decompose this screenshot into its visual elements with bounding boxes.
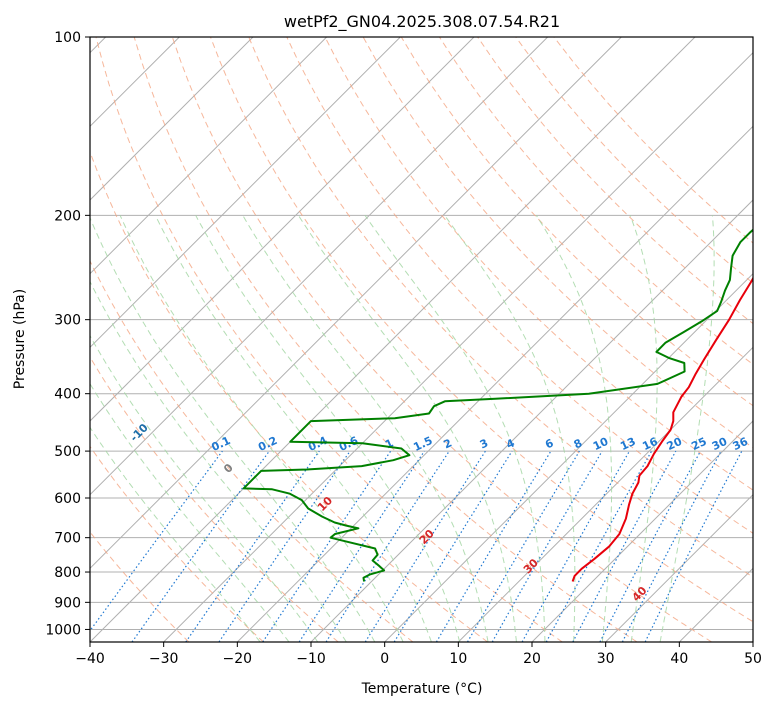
mixing-ratio-line — [218, 450, 351, 642]
x-tick-label: 40 — [670, 651, 688, 667]
y-axis-label: Pressure (hPa) — [12, 289, 28, 389]
mixing-ratio-line — [262, 450, 392, 642]
mixing-ratio-line — [90, 450, 223, 632]
moist-adiabat-line — [90, 280, 347, 642]
dry-adiabat-line — [210, 37, 753, 623]
profile-series — [242, 228, 753, 582]
mixing-ratio-line — [572, 450, 677, 642]
isotherm-line — [531, 420, 753, 642]
temperature-profile-line — [571, 276, 753, 582]
dry-adiabat-line — [248, 37, 753, 578]
mixing-ratio-label: 13 — [618, 435, 637, 453]
isotherm-line — [457, 346, 753, 642]
x-tick-label: 10 — [449, 651, 467, 667]
moist-adiabat-line — [119, 215, 404, 642]
mixing-ratio-line — [393, 450, 513, 642]
mixing-ratio-line — [644, 450, 743, 642]
isotherm-line — [90, 37, 401, 349]
x-axis-ticks: −40 −30 −20 −10 0 10 20 30 40 50 — [75, 642, 762, 667]
y-tick-label: 600 — [54, 491, 81, 507]
dry-adiabat-line — [286, 37, 753, 534]
isotherm-line — [90, 37, 696, 642]
mixing-ratio-label: 36 — [731, 435, 751, 453]
y-tick-label: 1000 — [45, 622, 81, 638]
y-tick-label: 200 — [54, 208, 81, 224]
chart-title: wetPf2_GN04.2025.308.07.54.R21 — [284, 12, 560, 32]
y-tick-label: 400 — [54, 387, 81, 403]
isotherm-line — [90, 37, 254, 201]
x-axis-label: Temperature (°C) — [361, 681, 483, 697]
dry-adiabat-line — [90, 356, 339, 642]
moist-adiabat-line — [444, 215, 576, 642]
plot-area — [90, 37, 753, 642]
dry-adiabat-line — [90, 445, 264, 642]
moist-adiabat-line — [629, 215, 658, 642]
x-tick-label: 0 — [380, 651, 389, 667]
isotherm-line — [90, 37, 549, 496]
y-tick-label: 300 — [54, 313, 81, 329]
isotherm-line — [90, 37, 328, 275]
isotherm-line — [236, 125, 753, 642]
mixing-ratio-label: 20 — [665, 435, 685, 453]
isotherm-line — [384, 272, 753, 642]
isotherm-line — [163, 51, 753, 642]
mixing-ratio-label: 16 — [640, 435, 660, 453]
moist-adiabat-line — [535, 215, 613, 642]
moist-adiabat-line — [195, 215, 461, 642]
plot-background — [90, 37, 753, 642]
isotherm-line — [752, 641, 753, 642]
x-tick-label: −40 — [75, 651, 105, 667]
mixing-ratio-line — [521, 450, 631, 642]
dry-adiabat-line — [95, 37, 563, 642]
plot-frame — [89, 36, 754, 643]
dewpoint-profile-line — [242, 228, 753, 582]
y-tick-label: 800 — [54, 565, 81, 581]
moist-adiabat-line — [90, 216, 376, 642]
x-tick-label: 50 — [744, 651, 762, 667]
mixing-ratio-label: 10 — [591, 435, 611, 453]
plot-border — [89, 36, 754, 643]
dry-adiabat-line — [171, 37, 712, 642]
moist-adiabat-line — [90, 426, 261, 642]
y-tick-label: 500 — [54, 444, 81, 460]
x-tick-label: −30 — [149, 651, 179, 667]
x-tick-label: 30 — [597, 651, 615, 667]
y-tick-label: 700 — [54, 531, 81, 547]
mixing-ratio-line — [185, 450, 320, 642]
y-tick-label: 900 — [54, 595, 81, 611]
y-tick-label: 100 — [54, 30, 81, 46]
moist-adiabat-line — [90, 334, 319, 642]
isotherm-line — [90, 37, 622, 570]
x-tick-label: −20 — [223, 651, 253, 667]
mixing-ratio-line — [131, 450, 270, 642]
isotherm-line — [605, 493, 753, 642]
x-tick-label: −10 — [296, 651, 326, 667]
dry-adiabat-line — [90, 259, 414, 642]
y-axis-ticks: 1000 900 800 700 600 500 400 300 200 100 — [45, 30, 90, 638]
x-tick-label: 20 — [523, 651, 541, 667]
mixing-ratio-line — [298, 450, 425, 642]
mixing-ratio-label: 25 — [689, 435, 708, 453]
grid-lines — [90, 37, 753, 642]
dry-adiabat-line — [324, 37, 753, 491]
mixing-ratio-label: 30 — [710, 435, 730, 453]
moist-adiabat-line — [242, 215, 489, 642]
moist-adiabat-line — [364, 215, 546, 642]
moist-adiabat-line — [154, 215, 432, 642]
isotherm-line — [90, 37, 475, 422]
